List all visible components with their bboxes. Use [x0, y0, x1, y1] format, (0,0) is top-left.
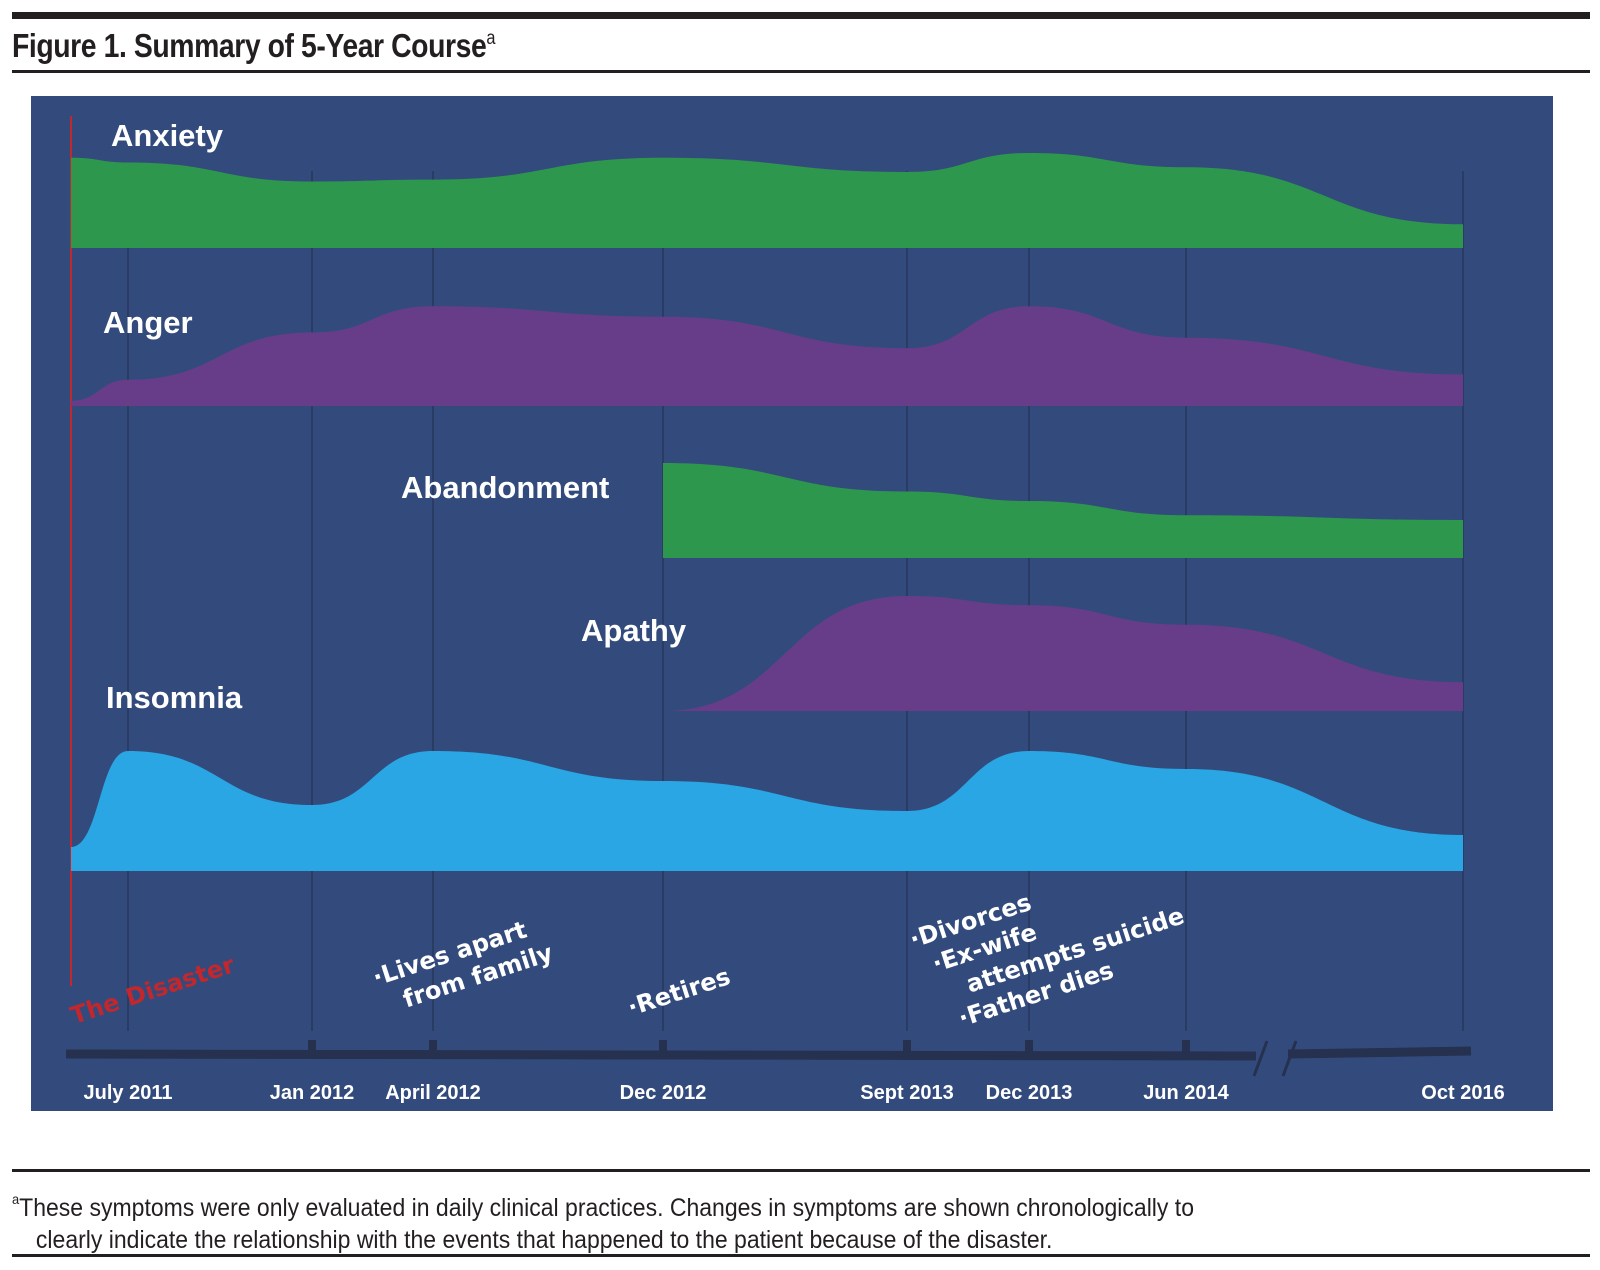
x-tick-label: Dec 2013: [986, 1082, 1073, 1104]
footnote-bottom-rule: [12, 1254, 1590, 1257]
axis-tick: [1182, 1040, 1190, 1054]
title-rule: [12, 70, 1590, 73]
axis-break-mark: [1252, 1040, 1269, 1077]
series-labels: Anxiety Anger Abandonment Apathy Insomnia: [103, 118, 687, 715]
axis-tick: [308, 1040, 316, 1054]
areas: [71, 153, 1463, 871]
footnote-line-2: clearly indicate the relationship with t…: [35, 1226, 1053, 1254]
x-tick-label: Jun 2014: [1143, 1082, 1229, 1104]
top-rule: [12, 12, 1590, 19]
axis-tick: [1025, 1040, 1033, 1054]
title-superscript: a: [486, 28, 495, 49]
event-text: ·Retires: [624, 962, 733, 1021]
axis-line-after-break: [1287, 1046, 1472, 1059]
x-tick-label: July 2011: [84, 1082, 173, 1104]
area-apathy: [663, 596, 1463, 711]
chart-panel: Anxiety Anger Abandonment Apathy Insomnia Ju…: [31, 96, 1553, 1111]
event-annotation: The Disaster: [67, 951, 238, 1030]
series-label-insomnia: Insomnia: [106, 680, 243, 715]
area-abandonment: [663, 463, 1463, 558]
chart-svg: Anxiety Anger Abandonment Apathy Insomnia Ju…: [65, 116, 1505, 1104]
gridlines: [70, 116, 1464, 1031]
x-tick-label: Dec 2012: [620, 1082, 707, 1104]
timeline-axis: July 2011 Jan 2012 April 2012 Dec 2012 Sept …: [65, 1040, 1505, 1104]
x-tick-label: Sept 2013: [860, 1082, 953, 1104]
series-label-anger: Anger: [103, 305, 193, 340]
footnote-top-rule: [12, 1169, 1590, 1172]
area-insomnia: [71, 751, 1463, 871]
axis-tick: [429, 1040, 437, 1054]
event-text: The Disaster: [67, 951, 238, 1030]
area-anger: [71, 306, 1463, 406]
axis-tick: [659, 1040, 667, 1054]
series-label-apathy: Apathy: [581, 613, 687, 648]
figure-title-text: Figure 1. Summary of 5-Year Course: [12, 27, 487, 64]
footnote: aThese symptoms were only evaluated in d…: [12, 1183, 1447, 1256]
x-tick-label: April 2012: [385, 1082, 481, 1104]
axis-tick: [903, 1040, 911, 1054]
area-anxiety: [71, 153, 1463, 248]
x-tick-label: Jan 2012: [270, 1082, 355, 1104]
x-tick-label: Oct 2016: [1421, 1082, 1504, 1104]
footnote-line-1: These symptoms were only evaluated in da…: [19, 1194, 1194, 1222]
event-annotation: ·Retires: [624, 962, 733, 1021]
axis-break-mark: [1281, 1040, 1298, 1077]
axis-line: [65, 1049, 1257, 1061]
series-label-anxiety: Anxiety: [111, 118, 224, 153]
figure-title: Figure 1. Summary of 5-Year Coursea: [12, 27, 495, 65]
footnote-marker: a: [12, 1191, 20, 1207]
series-label-abandonment: Abandonment: [401, 470, 609, 505]
